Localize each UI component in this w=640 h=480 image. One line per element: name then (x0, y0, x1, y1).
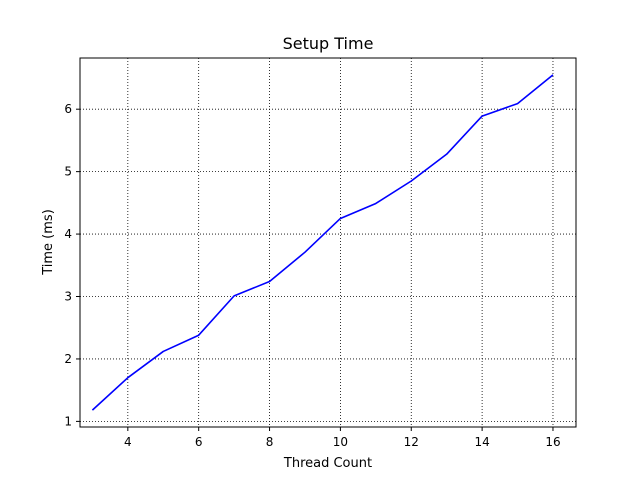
x-tick-label: 6 (195, 435, 203, 449)
y-tick-label: 6 (64, 102, 72, 116)
x-axis-label: Thread Count (283, 456, 372, 471)
series-layer (91, 74, 554, 411)
x-tick-label: 12 (404, 435, 419, 449)
series-line (91, 74, 554, 411)
x-tick-label: 14 (474, 435, 489, 449)
y-axis-label: Time (ms) (41, 209, 56, 276)
y-tick-label: 5 (64, 165, 72, 179)
y-tick-label: 2 (64, 352, 72, 366)
x-tick-label: 16 (545, 435, 560, 449)
y-tick-label: 4 (64, 227, 72, 241)
chart-title: Setup Time (283, 34, 374, 53)
x-tick-label: 10 (333, 435, 348, 449)
y-tick-label: 1 (64, 414, 72, 428)
y-tick-label: 3 (64, 290, 72, 304)
x-tick-label: 4 (124, 435, 132, 449)
x-axis-ticks: 4 6 8 10 12 14 16 (124, 427, 561, 449)
x-tick-label: 8 (266, 435, 274, 449)
y-axis-ticks: 1 2 3 4 5 6 (64, 102, 80, 428)
plot-area-frame (79, 57, 577, 428)
